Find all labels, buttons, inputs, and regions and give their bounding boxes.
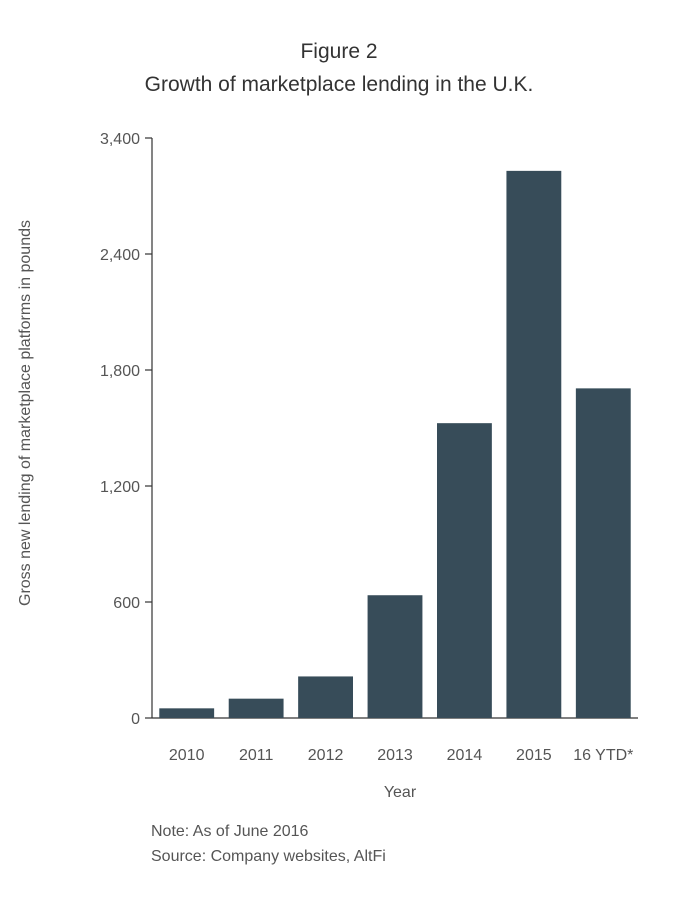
- y-tick-label: 1,800: [100, 363, 140, 380]
- x-axis: 2010 2011 2012 2013 2014 2015 16 YTD*: [152, 717, 638, 764]
- y-tick-label: 1,200: [100, 479, 140, 496]
- y-tick-label: 3,400: [100, 131, 140, 148]
- y-tick-label: 0: [131, 711, 140, 728]
- x-tick-label: 2012: [308, 747, 344, 764]
- x-tick-label: 2013: [377, 747, 413, 764]
- bar: [298, 676, 353, 718]
- bar: [506, 170, 562, 718]
- x-tick-label: 2014: [447, 747, 483, 764]
- bar: [228, 698, 284, 718]
- x-tick-label: 2010: [169, 747, 205, 764]
- y-axis-label: Gross new lending of marketplace platfor…: [17, 220, 34, 606]
- source-text: Source: Company websites, AltFi: [151, 848, 386, 865]
- x-tick-label: 2011: [239, 747, 274, 764]
- note-text: Note: As of June 2016: [151, 823, 309, 840]
- chart-subtitle: Growth of marketplace lending in the U.K…: [144, 73, 534, 96]
- y-tick-label: 600: [113, 595, 140, 612]
- y-tick-label: 2,400: [100, 247, 140, 264]
- bars: [159, 170, 631, 718]
- bar: [159, 708, 215, 718]
- bar: [367, 595, 423, 718]
- bar: [437, 423, 492, 718]
- y-axis: 0 600 1,200 1,800 2,400 3,400: [100, 131, 153, 728]
- x-axis-label: Year: [384, 784, 417, 801]
- x-tick-label: 16 YTD*: [573, 747, 633, 764]
- x-tick-label: 2015: [516, 747, 552, 764]
- chart-title: Figure 2: [300, 40, 378, 63]
- bar: [575, 388, 631, 718]
